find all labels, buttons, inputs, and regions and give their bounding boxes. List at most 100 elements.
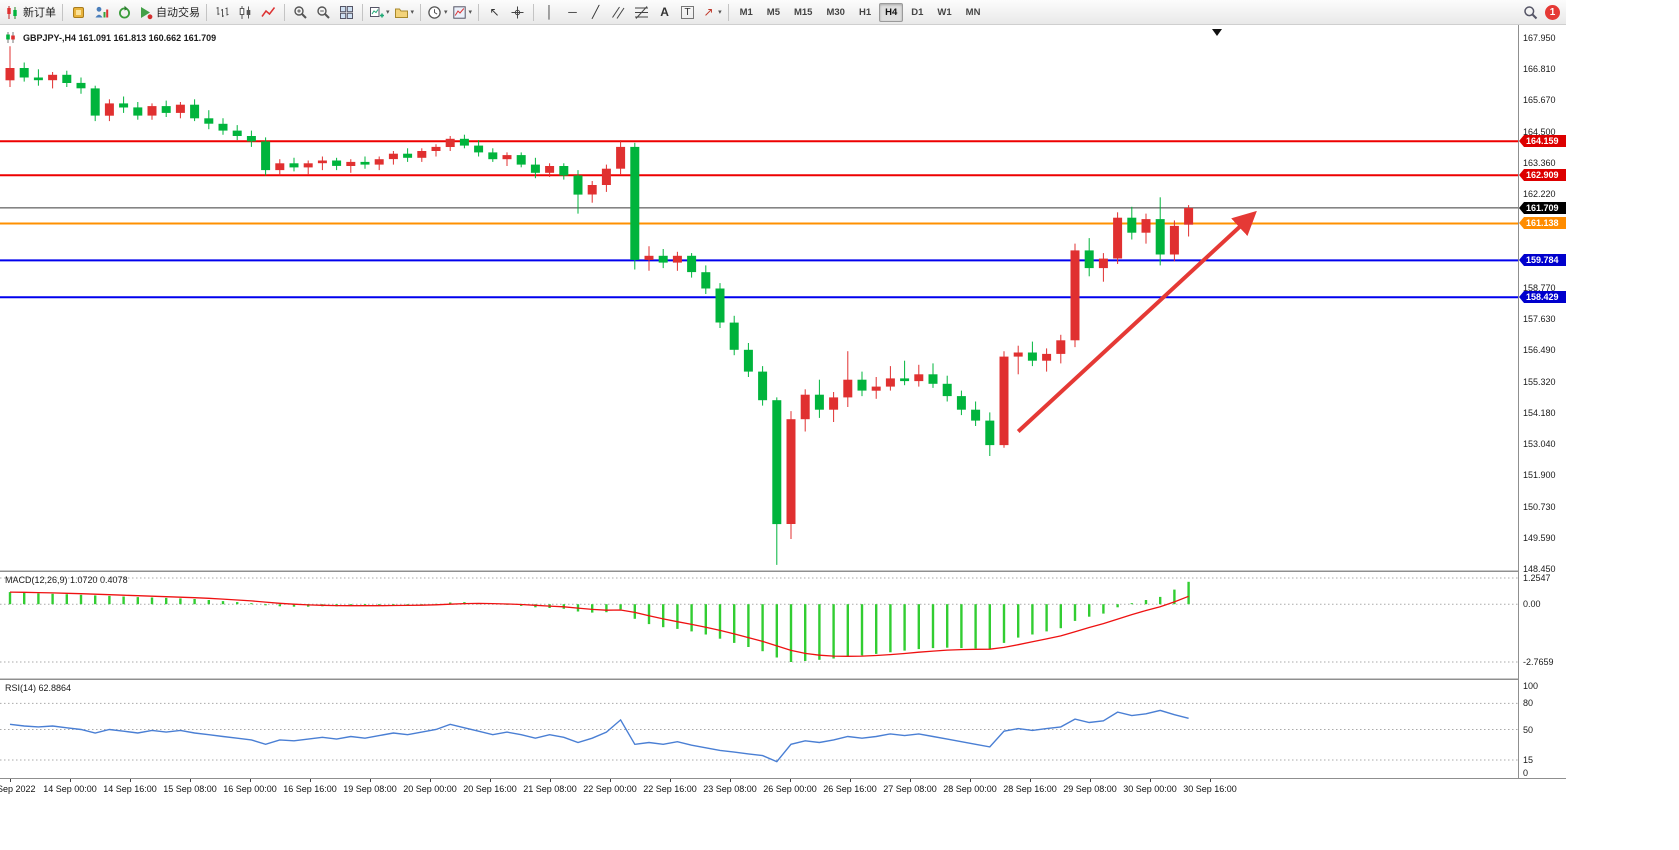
timeframe-m5-button[interactable]: M5 <box>766 6 780 18</box>
time-tick <box>190 779 191 782</box>
toolbar-separator <box>62 3 63 21</box>
time-axis-label: 26 Sep 16:00 <box>823 784 877 794</box>
chart-shift-marker[interactable] <box>1212 29 1222 36</box>
equidistant-channel-tool-icon <box>611 5 626 20</box>
auto-trading-button[interactable]: 自动交易 <box>137 2 201 23</box>
rsi-axis-label: 80 <box>1523 698 1534 708</box>
price-axis-label: 164.500 <box>1523 127 1556 137</box>
equidistant-channel-tool-button[interactable] <box>608 2 629 23</box>
macd-axis-label: -2.7659 <box>1523 657 1554 667</box>
auto-trading-icon <box>138 5 153 20</box>
vertical-line-tool-button[interactable]: │ <box>539 2 560 23</box>
text-label-tool-button[interactable]: T <box>677 2 698 23</box>
candles <box>5 46 1194 565</box>
time-axis-label: 30 Sep 16:00 <box>1183 784 1237 794</box>
new-order-button[interactable]: 新订单 <box>4 2 57 23</box>
time-axis-label: 14 Sep 16:00 <box>103 784 157 794</box>
time-tick <box>370 779 371 782</box>
toolbar-separator <box>284 3 285 21</box>
timeframe-d1-button[interactable]: D1 <box>911 6 924 18</box>
resistance-line-164159-price-tag: 164.159 <box>1519 135 1566 147</box>
axis-separator <box>1518 25 1519 795</box>
rsi-axis-label: 0 <box>1523 768 1529 778</box>
pane-splitter[interactable] <box>0 678 1566 680</box>
time-tick <box>1210 779 1211 782</box>
time-axis-label: 21 Sep 08:00 <box>523 784 577 794</box>
rsi-pane[interactable] <box>0 680 1518 777</box>
time-axis-label: 26 Sep 00:00 <box>763 784 817 794</box>
time-axis-label: 29 Sep 08:00 <box>1063 784 1117 794</box>
timeframe-h1-button[interactable]: H1 <box>858 6 872 18</box>
time-tick <box>550 779 551 782</box>
time-axis-label: 16 Sep 16:00 <box>283 784 337 794</box>
cursor-icon: ↖ <box>489 4 500 19</box>
price-axis-label: 163.360 <box>1523 158 1556 168</box>
tile-windows-button[interactable] <box>336 2 357 23</box>
price-axis-label: 158.770 <box>1523 283 1556 293</box>
pane-splitter[interactable] <box>0 570 1566 572</box>
price-pane[interactable] <box>0 25 1518 570</box>
time-tick <box>490 779 491 782</box>
time-tick <box>430 779 431 782</box>
rsi-axis-label: 100 <box>1523 681 1539 691</box>
time-axis-label: 23 Sep 08:00 <box>703 784 757 794</box>
periods-icon <box>427 5 442 20</box>
cursor-button[interactable]: ↖ <box>484 2 505 23</box>
text-tool-button[interactable]: A <box>654 2 675 23</box>
periods-button[interactable]: ▾ <box>426 2 449 23</box>
chevron-down-icon: ▾ <box>410 9 415 16</box>
candlestick-icon <box>5 30 20 45</box>
time-tick <box>910 779 911 782</box>
chart-window[interactable]: GBPJPY-,H4 161.091 161.813 160.662 161.7… <box>0 25 1566 795</box>
data-window-button[interactable] <box>91 2 112 23</box>
time-tick <box>670 779 671 782</box>
trendline-tool-button[interactable]: ╱ <box>585 2 606 23</box>
price-axis-label: 150.730 <box>1523 502 1556 512</box>
zoom-in-icon <box>293 5 308 20</box>
chart-legend: GBPJPY-,H4 161.091 161.813 160.662 161.7… <box>5 30 216 45</box>
navigator-button[interactable] <box>114 2 135 23</box>
zoom-out-button[interactable] <box>313 2 334 23</box>
time-axis[interactable]: 13 Sep 2022 14 Sep 00:00 14 Sep 16:00 15 Se… <box>0 778 1566 795</box>
time-axis-label: 19 Sep 08:00 <box>343 784 397 794</box>
toolbar-right: 1 <box>1523 0 1560 25</box>
price-axis[interactable]: 167.950 166.810 165.670 164.500 163.360 162.2… <box>1519 25 1566 795</box>
chart-legend-text: GBPJPY-,H4 161.091 161.813 160.662 161.7… <box>23 32 217 43</box>
fibonacci-tool-button[interactable] <box>631 2 652 23</box>
resistance-line-162909-price-tag: 162.909 <box>1519 169 1566 181</box>
time-tick <box>1150 779 1151 782</box>
arrow-tools-button[interactable]: ↗ ▾ <box>700 2 723 23</box>
chevron-down-icon: ▾ <box>468 9 473 16</box>
templates-button[interactable]: ▾ <box>451 2 474 23</box>
timeframe-m30-button[interactable]: M30 <box>826 6 845 18</box>
price-axis-label: 149.590 <box>1523 533 1556 543</box>
bar-chart-mode-button[interactable] <box>212 2 233 23</box>
crosshair-button[interactable] <box>507 2 528 23</box>
new-chart-button[interactable]: ▾ <box>368 2 391 23</box>
fibonacci-tool-icon <box>634 5 649 20</box>
timeframe-mn-button[interactable]: MN <box>965 6 981 18</box>
trend-arrow[interactable] <box>1016 210 1257 433</box>
time-axis-label: 22 Sep 16:00 <box>643 784 697 794</box>
price-axis-label: 166.810 <box>1523 64 1556 74</box>
timeframe-w1-button[interactable]: W1 <box>937 6 952 18</box>
line-chart-mode-button[interactable] <box>258 2 279 23</box>
macd-pane[interactable] <box>0 572 1518 678</box>
time-axis-label: 28 Sep 16:00 <box>1003 784 1057 794</box>
horizontal-line-tool-button[interactable]: ─ <box>562 2 583 23</box>
chevron-down-icon: ▾ <box>444 9 448 16</box>
timeframe-m15-button[interactable]: M15 <box>793 6 813 18</box>
chevron-down-icon: ▾ <box>386 9 390 16</box>
notification-badge[interactable]: 1 <box>1545 5 1560 20</box>
profiles-icon <box>394 5 409 20</box>
rsi-axis-label: 15 <box>1523 755 1534 765</box>
search-icon[interactable] <box>1523 5 1538 20</box>
timeframe-m1-button[interactable]: M1 <box>739 6 753 18</box>
zoom-in-button[interactable] <box>290 2 311 23</box>
profiles-button[interactable]: ▾ <box>393 2 416 23</box>
time-axis-label: 16 Sep 00:00 <box>223 784 277 794</box>
market-watch-button[interactable] <box>68 2 89 23</box>
timeframe-h4-button[interactable]: H4 <box>879 2 904 22</box>
candle-chart-mode-button[interactable] <box>235 2 256 23</box>
arrow-tools-icon: ↗ <box>703 4 714 19</box>
